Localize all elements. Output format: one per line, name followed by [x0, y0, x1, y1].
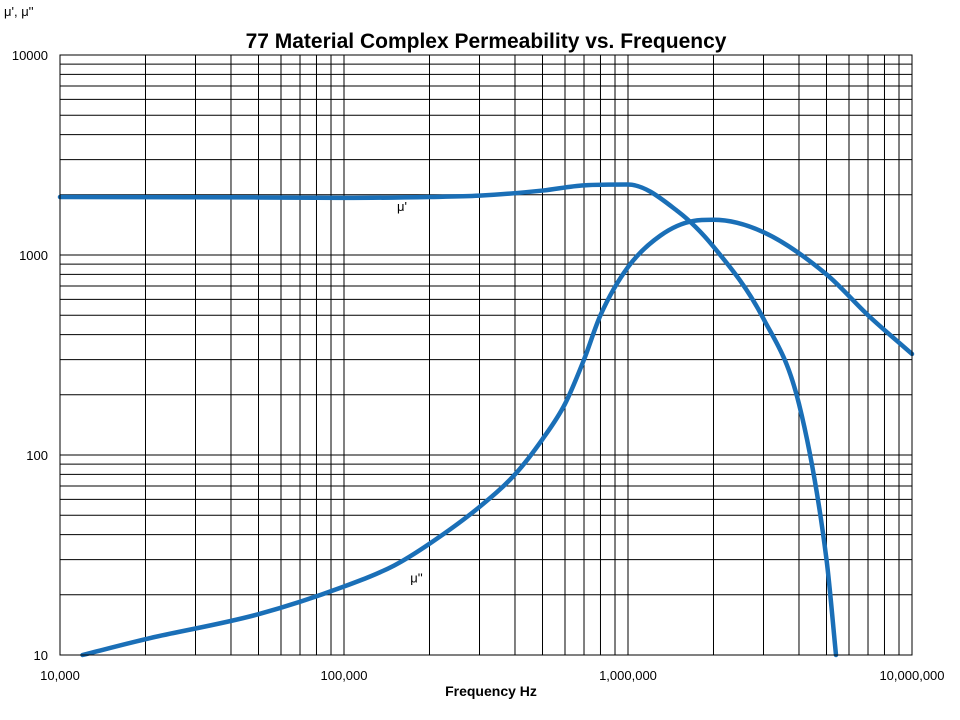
y-axis-label: μ', μ'' — [4, 4, 34, 19]
series-layer — [57, 182, 915, 658]
curve-label: μ'' — [410, 571, 422, 586]
curve-label: μ' — [397, 199, 407, 214]
plot-frame — [59, 54, 913, 656]
grid — [60, 55, 912, 655]
y-tick-label: 10 — [34, 648, 48, 663]
x-tick-label: 100,000 — [321, 668, 368, 683]
curve-labels: μ' μ'' — [397, 199, 423, 586]
x-tick-label: 10,000 — [40, 668, 80, 683]
x-tick-label: 10,000,000 — [879, 668, 944, 683]
chart-title: 77 Material Complex Permeability vs. Fre… — [246, 30, 727, 53]
y-tick-label: 10000 — [12, 48, 48, 63]
y-tick-label: 1000 — [19, 248, 48, 263]
tick-labels: 10,000 100,000 1,000,000 10,000,000 10 100 100… — [12, 48, 945, 683]
y-tick-label: 100 — [26, 448, 48, 463]
x-axis-label: Frequency Hz — [445, 683, 537, 699]
x-tick-label: 1,000,000 — [599, 668, 657, 683]
series-line-2 — [80, 217, 915, 658]
series-line-1 — [57, 182, 839, 658]
